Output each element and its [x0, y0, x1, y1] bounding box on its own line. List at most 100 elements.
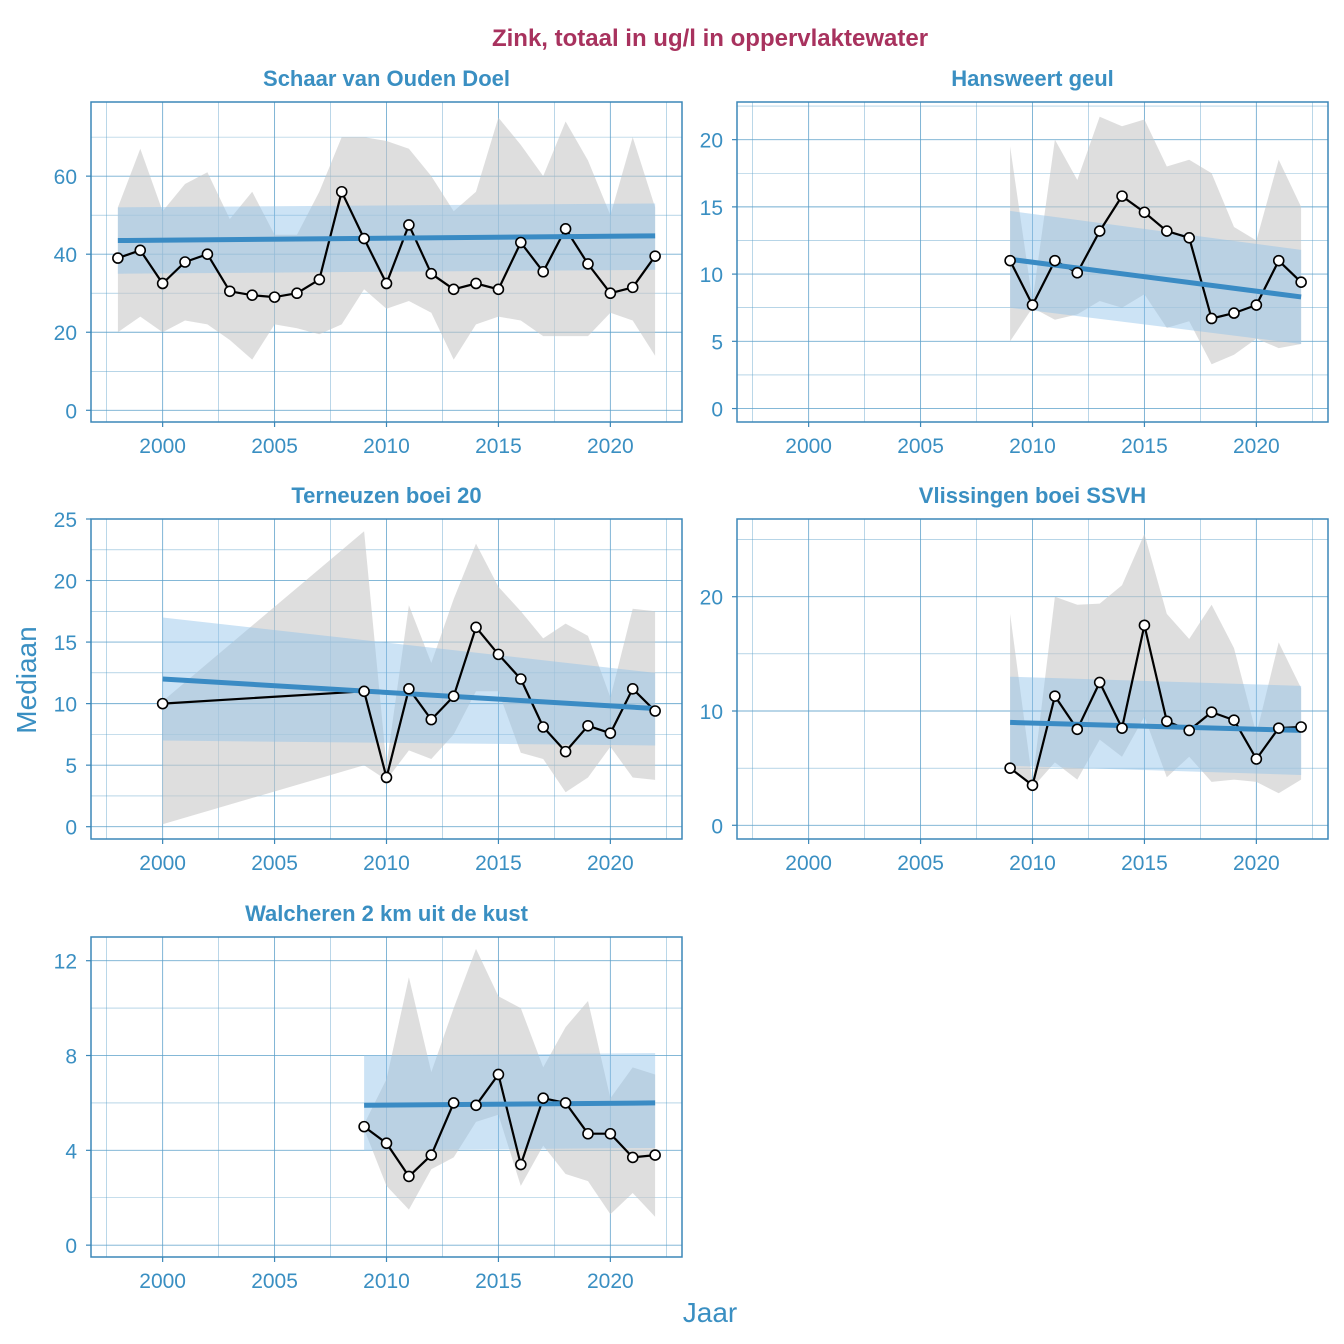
- trend-line: [1010, 719, 1302, 733]
- data-point: [179, 256, 191, 268]
- data-point: [649, 705, 661, 717]
- data-point: [380, 277, 393, 290]
- data-point: [604, 287, 617, 300]
- plot-area: [1004, 533, 1307, 794]
- y-axis-title: Mediaan: [11, 626, 42, 733]
- data-point: [447, 1097, 460, 1109]
- y-tick-label: 0: [711, 399, 723, 422]
- data-point: [470, 1099, 482, 1112]
- data-point: [515, 1158, 527, 1171]
- x-tick-label: 2000: [139, 852, 186, 875]
- y-tick-label: 0: [65, 817, 77, 840]
- y-tick-label: 0: [65, 1235, 77, 1258]
- data-point: [134, 244, 147, 257]
- data-point: [1138, 206, 1151, 219]
- data-point: [1161, 225, 1173, 237]
- data-point: [380, 771, 393, 784]
- trend-line: [117, 233, 656, 244]
- median-line: [1009, 624, 1302, 787]
- data-point: [1161, 715, 1173, 728]
- data-point: [537, 721, 550, 733]
- x-tick-label: 2010: [363, 1270, 410, 1293]
- x-tick-label: 2010: [1009, 435, 1056, 458]
- panel-4: 2000 2005 2010 2015 2020 0 10 20 Vlissingen boei…: [700, 483, 1329, 875]
- data-point: [358, 232, 370, 245]
- trend-line: [1009, 256, 1302, 300]
- x-tick-label: 2000: [139, 435, 186, 458]
- y-tick-label: 20: [54, 571, 77, 594]
- data-point: [1071, 266, 1084, 279]
- data-point: [626, 683, 639, 695]
- x-tick-label: 2000: [785, 852, 832, 875]
- data-point: [1228, 714, 1240, 726]
- data-point: [537, 1092, 550, 1104]
- y-tick-label: 40: [54, 244, 77, 267]
- y-tick-label: 15: [700, 197, 723, 220]
- y-tick-label: 8: [65, 1046, 77, 1069]
- x-tick-label: 2010: [363, 852, 410, 875]
- x-tick-label: 2000: [785, 435, 832, 458]
- data-point: [626, 1151, 639, 1164]
- x-tick-label: 2015: [475, 435, 522, 458]
- data-point: [649, 1149, 661, 1161]
- y-tick-label: 5: [65, 755, 77, 778]
- data-point: [537, 265, 550, 278]
- plot-area: [1004, 116, 1307, 365]
- data-point: [268, 291, 281, 303]
- x-tick-label: 2015: [1121, 435, 1168, 458]
- data-point: [156, 277, 169, 290]
- y-tick-label: 4: [65, 1140, 77, 1163]
- data-point: [1205, 312, 1218, 325]
- data-point: [604, 727, 617, 739]
- panel-title: Vlissingen boei SSVH: [919, 483, 1146, 508]
- data-point: [1093, 225, 1106, 237]
- data-point: [1116, 190, 1128, 202]
- y-tick-label: 15: [54, 632, 77, 655]
- data-point: [201, 248, 214, 260]
- data-point: [515, 236, 527, 249]
- trend-line: [364, 1100, 656, 1108]
- data-point: [358, 1120, 370, 1133]
- data-point: [604, 1127, 617, 1140]
- y-tick-label: 10: [700, 264, 723, 287]
- data-point: [582, 1127, 594, 1140]
- panel-title: Hansweert geul: [951, 66, 1114, 91]
- panel-2: 2000 2005 2010 2015 2020 0 5 10 15 20 Hansweert ge…: [700, 66, 1329, 458]
- x-tick-label: 2020: [587, 1270, 634, 1293]
- data-point: [1183, 231, 1196, 244]
- data-point: [403, 683, 415, 695]
- data-point: [425, 267, 438, 280]
- data-point: [492, 283, 505, 296]
- data-point: [313, 273, 326, 286]
- data-point: [470, 277, 482, 290]
- data-point: [403, 219, 415, 231]
- data-point: [425, 1149, 438, 1161]
- panel-title: Schaar van Ouden Doel: [263, 66, 510, 91]
- data-point: [582, 719, 594, 732]
- data-point: [246, 289, 258, 301]
- data-point: [112, 252, 124, 264]
- plot-area: [156, 531, 661, 825]
- y-tick-label: 5: [711, 331, 723, 354]
- data-point: [1026, 299, 1039, 311]
- data-point: [1049, 254, 1061, 267]
- data-point: [559, 223, 572, 235]
- range-band: [364, 948, 656, 1217]
- data-point: [470, 621, 482, 634]
- x-tick-label: 2015: [475, 1270, 522, 1293]
- data-point: [335, 185, 348, 198]
- plot-area: [112, 117, 661, 360]
- data-point: [403, 1170, 415, 1183]
- data-point: [156, 697, 169, 710]
- data-point: [1004, 254, 1016, 267]
- data-point: [358, 685, 370, 698]
- data-point: [1049, 690, 1061, 702]
- y-tick-label: 20: [700, 130, 723, 153]
- panel-1: 2000 2005 2010 2015 2020 0 20 40 60 Schaar van Ou…: [54, 66, 683, 458]
- x-tick-label: 2020: [587, 435, 634, 458]
- y-tick-label: 20: [700, 587, 723, 610]
- data-point: [1272, 722, 1285, 734]
- chart-title: Zink, totaal in ug/l in oppervlaktewater: [492, 25, 928, 52]
- data-point: [380, 1137, 393, 1150]
